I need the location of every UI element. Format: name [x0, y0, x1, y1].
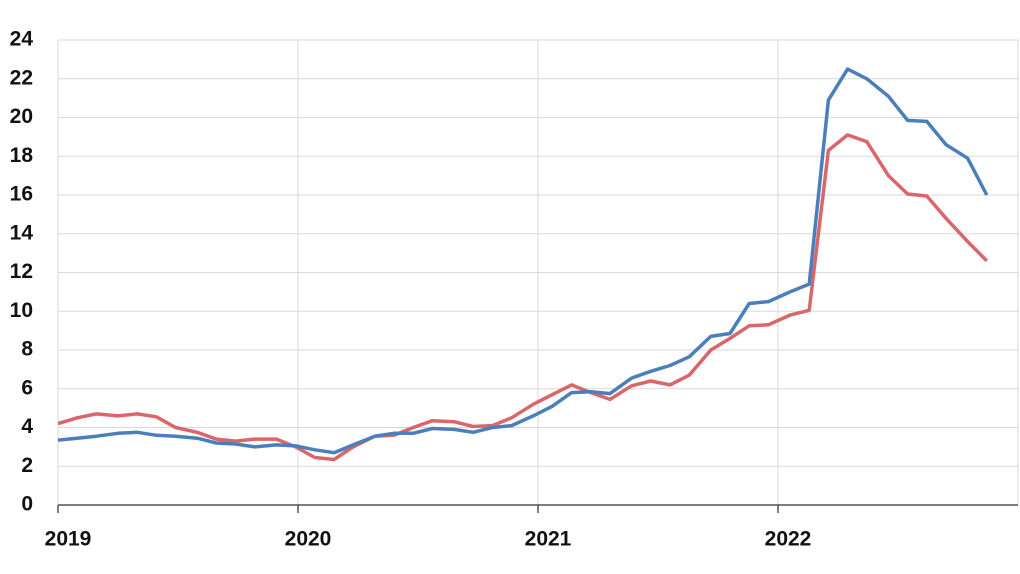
y-tick-label: 16: [10, 183, 33, 206]
line-series: [57, 67, 989, 455]
y-tick-label: 6: [21, 376, 33, 399]
x-tick-label: 2022: [765, 528, 812, 551]
y-tick-label: 20: [10, 105, 33, 128]
y-tick-label: 0: [21, 493, 33, 516]
y-tick-label: 10: [10, 299, 33, 322]
y-tick-label: 18: [10, 144, 34, 167]
y-tick-label: 22: [10, 66, 33, 89]
y-tick-label: 12: [10, 260, 33, 283]
y-tick-label: 8: [21, 338, 33, 361]
y-tick-label: 2: [21, 454, 33, 477]
x-tick-label: 2019: [45, 528, 92, 551]
y-tick-label: 24: [10, 28, 34, 51]
x-tick-label: 2021: [525, 528, 572, 551]
x-tick-label: 2020: [285, 528, 332, 551]
line-series: [57, 133, 989, 462]
y-tick-label: 4: [21, 415, 33, 438]
y-tick-label: 14: [10, 221, 34, 244]
